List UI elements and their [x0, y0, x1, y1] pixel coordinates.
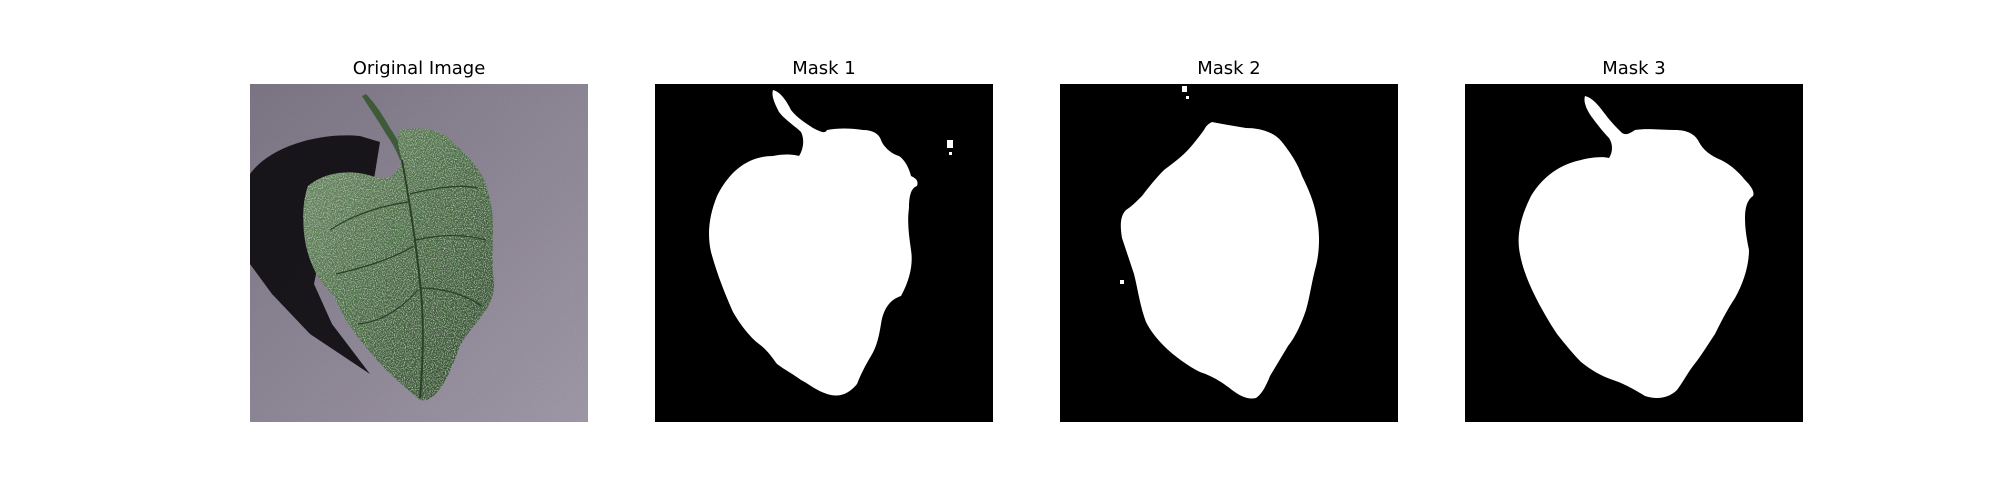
- leaf-vein: [415, 234, 487, 241]
- mask-speck: [1120, 280, 1124, 284]
- mask-1: [655, 84, 993, 422]
- panel-title-original-image: Original Image: [352, 58, 486, 79]
- mask-1-image: [655, 84, 993, 422]
- original-image: [250, 84, 588, 422]
- mask-region: [1120, 122, 1319, 399]
- panel-title-mask-1: Mask 1: [792, 58, 856, 79]
- leaf-vein: [419, 287, 483, 307]
- mask-speck: [1186, 96, 1189, 99]
- leaf-vein: [329, 201, 409, 231]
- panel-title-mask-2: Mask 2: [1197, 58, 1261, 79]
- leaf-stem: [362, 94, 408, 164]
- leaf-vein: [409, 185, 479, 195]
- mask-3: [1465, 84, 1803, 422]
- leaf-vein: [335, 245, 415, 275]
- mask-region: [1518, 96, 1754, 398]
- leaf-blade: [303, 128, 494, 401]
- leaf-vein: [357, 289, 419, 325]
- mask-3-image: [1465, 84, 1803, 422]
- mask-speck: [949, 152, 952, 155]
- mask-speck: [1182, 86, 1187, 92]
- leaf-midrib: [401, 159, 424, 399]
- leaf-photo: [250, 84, 588, 422]
- mask-region: [709, 90, 918, 396]
- mask-2-image: [1060, 84, 1398, 422]
- panel-title-mask-3: Mask 3: [1602, 58, 1666, 79]
- mask-speck: [947, 140, 953, 148]
- mask-2: [1060, 84, 1398, 422]
